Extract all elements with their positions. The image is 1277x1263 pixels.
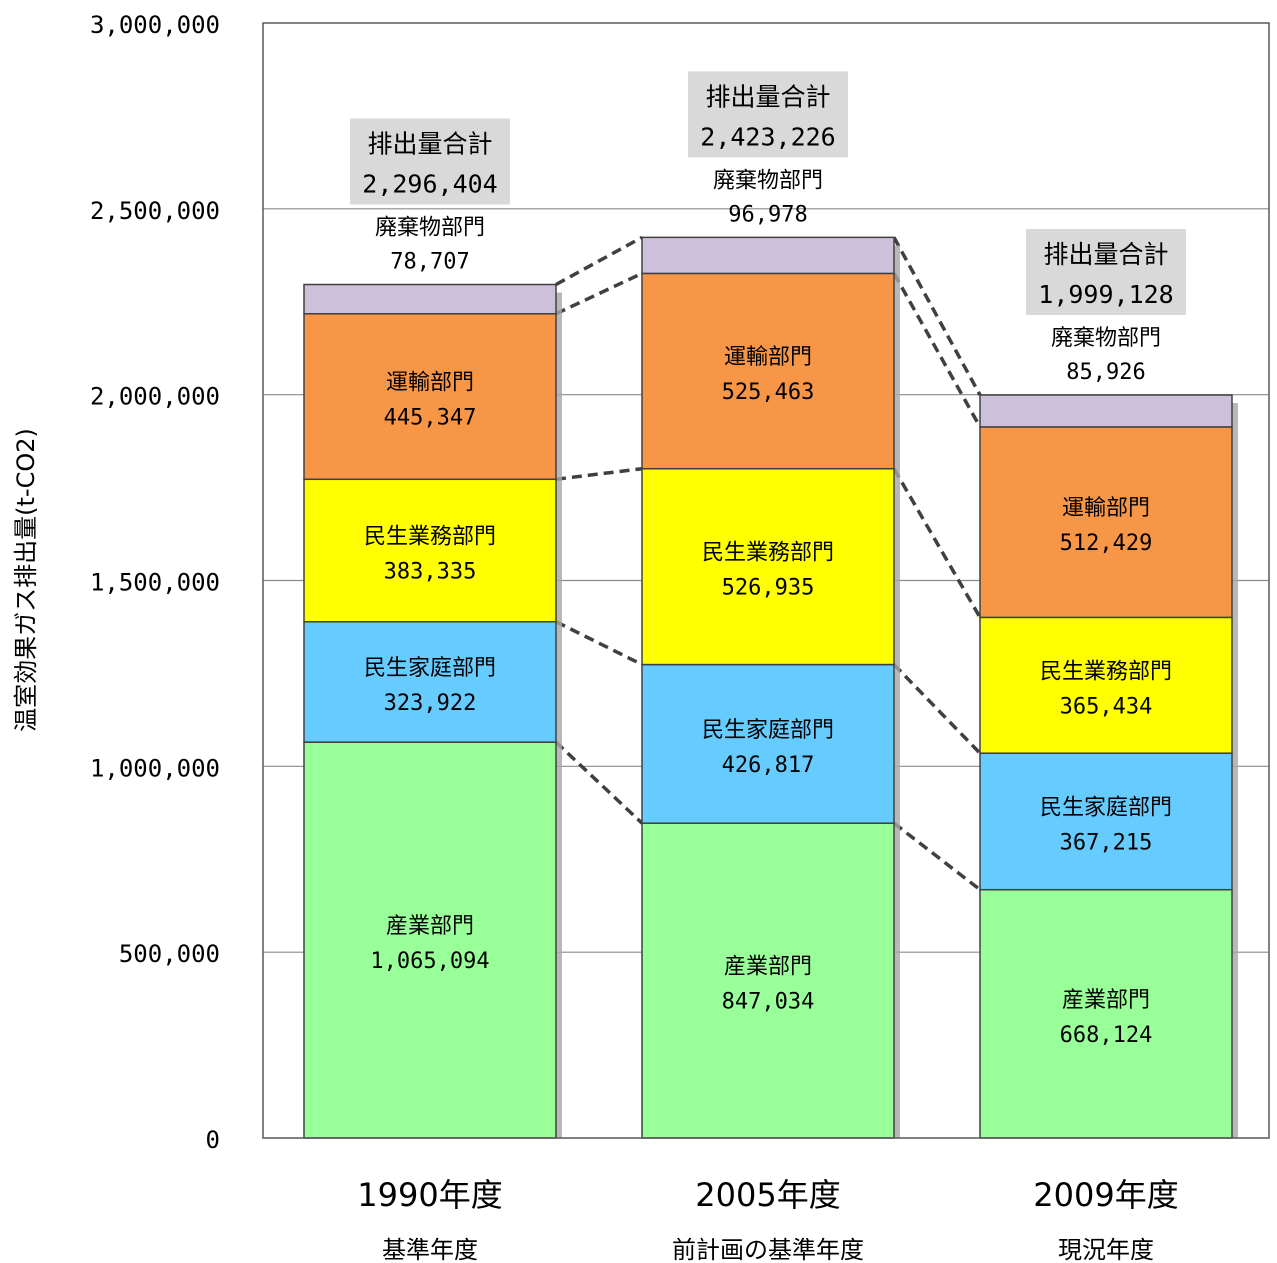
segment-name-label: 産業部門 bbox=[724, 955, 812, 980]
segment-value-label: 1,065,094 bbox=[370, 949, 489, 974]
plot-area-frame bbox=[262, 22, 1270, 1139]
segment-name-label: 廃棄物部門 bbox=[375, 216, 485, 241]
segment-name-label: 産業部門 bbox=[386, 914, 474, 939]
segment-name-label: 民生家庭部門 bbox=[364, 656, 496, 681]
segment-name-label: 廃棄物部門 bbox=[1051, 326, 1161, 351]
segment-value-label: 365,434 bbox=[1060, 694, 1153, 719]
bar-segment bbox=[979, 394, 1233, 428]
segment-value-label: 668,124 bbox=[1060, 1023, 1153, 1048]
segment-value-label: 445,347 bbox=[384, 406, 477, 431]
segment-value-label: 85,926 bbox=[1066, 360, 1145, 385]
segment-value-label: 526,935 bbox=[722, 576, 815, 601]
connector-line bbox=[555, 466, 643, 482]
connector-line bbox=[892, 467, 982, 619]
total-box bbox=[350, 118, 510, 205]
total-value-label: 2,423,226 bbox=[700, 122, 835, 151]
bar-segment bbox=[641, 822, 895, 1139]
total-title-label: 排出量合計 bbox=[705, 82, 830, 111]
segment-name-label: 民生家庭部門 bbox=[1040, 795, 1172, 820]
connector-line bbox=[554, 740, 644, 825]
category-sublabel: 基準年度 bbox=[382, 1236, 478, 1263]
connector-line bbox=[892, 236, 982, 396]
connector-lines bbox=[554, 235, 982, 892]
category-label: 2005年度 bbox=[695, 1176, 840, 1214]
segment-value-label: 383,335 bbox=[384, 560, 477, 585]
y-tick-label: 1,000,000 bbox=[90, 754, 220, 782]
segment-name-label: 産業部門 bbox=[1062, 988, 1150, 1013]
connector-line bbox=[555, 620, 643, 667]
connector-line bbox=[555, 235, 643, 287]
y-tick-label: 500,000 bbox=[119, 940, 220, 968]
category-sublabel: 前計画の基準年度 bbox=[672, 1236, 864, 1263]
y-tick-label: 0 bbox=[206, 1126, 220, 1154]
segment-value-label: 525,463 bbox=[722, 380, 815, 405]
segment-value-label: 367,215 bbox=[1060, 830, 1153, 855]
segment-value-label: 512,429 bbox=[1060, 531, 1153, 556]
total-box bbox=[688, 71, 848, 158]
segment-name-label: 民生家庭部門 bbox=[702, 718, 834, 743]
total-title-label: 排出量合計 bbox=[367, 130, 492, 159]
segment-name-label: 民生業務部門 bbox=[364, 525, 496, 550]
segment-name-label: 廃棄物部門 bbox=[713, 168, 823, 193]
segment-name-label: 民生業務部門 bbox=[702, 541, 834, 566]
bar-segment bbox=[979, 888, 1233, 1139]
segment-name-label: 運輸部門 bbox=[386, 371, 474, 396]
total-value-label: 1,999,128 bbox=[1038, 280, 1173, 309]
bar-segment bbox=[641, 236, 895, 275]
segment-name-label: 運輸部門 bbox=[724, 345, 812, 370]
bar-segment bbox=[641, 272, 895, 470]
category-sublabel: 現況年度 bbox=[1058, 1236, 1154, 1263]
bar-segment bbox=[303, 741, 557, 1139]
y-tick-label: 2,000,000 bbox=[90, 383, 220, 411]
total-box bbox=[1026, 228, 1186, 315]
labels: 産業部門 1,065,094 民生家庭部門 323,922 民生業務部門 383,335 運… bbox=[350, 71, 1186, 1263]
bar-segment bbox=[303, 478, 557, 623]
connector-line bbox=[555, 271, 643, 316]
bar-segment bbox=[303, 313, 557, 481]
bar-segment bbox=[979, 616, 1233, 754]
bar-segment bbox=[641, 663, 895, 824]
connector-line bbox=[892, 663, 982, 755]
y-axis-title: 温室効果ガス排出量(t-CO2) bbox=[12, 428, 40, 732]
y-tick-label: 1,500,000 bbox=[90, 569, 220, 597]
bar-segment bbox=[979, 426, 1233, 619]
segment-value-label: 78,707 bbox=[390, 250, 469, 275]
segment-value-label: 96,978 bbox=[728, 202, 807, 227]
y-tick-label: 3,000,000 bbox=[90, 11, 220, 39]
total-value-label: 2,296,404 bbox=[362, 170, 497, 199]
connector-line bbox=[892, 821, 982, 892]
segment-value-label: 426,817 bbox=[722, 753, 815, 778]
segment-value-label: 847,034 bbox=[722, 990, 815, 1015]
y-axis-ticks: 0 500,000 1,000,000 1,500,000 2,000,000 2,500… bbox=[90, 11, 220, 1154]
bar-segment bbox=[979, 752, 1233, 891]
segment-name-label: 運輸部門 bbox=[1062, 496, 1150, 521]
category-label: 2009年度 bbox=[1033, 1176, 1178, 1214]
connector-line bbox=[892, 272, 982, 428]
category-label: 1990年度 bbox=[357, 1176, 502, 1214]
bar-segment bbox=[641, 467, 895, 666]
y-tick-label: 2,500,000 bbox=[90, 197, 220, 225]
segment-value-label: 323,922 bbox=[384, 691, 477, 716]
segment-name-label: 民生業務部門 bbox=[1040, 659, 1172, 684]
bar-segment bbox=[303, 620, 557, 743]
bar-segment bbox=[303, 283, 557, 315]
total-title-label: 排出量合計 bbox=[1043, 240, 1168, 269]
bars bbox=[303, 236, 1238, 1139]
